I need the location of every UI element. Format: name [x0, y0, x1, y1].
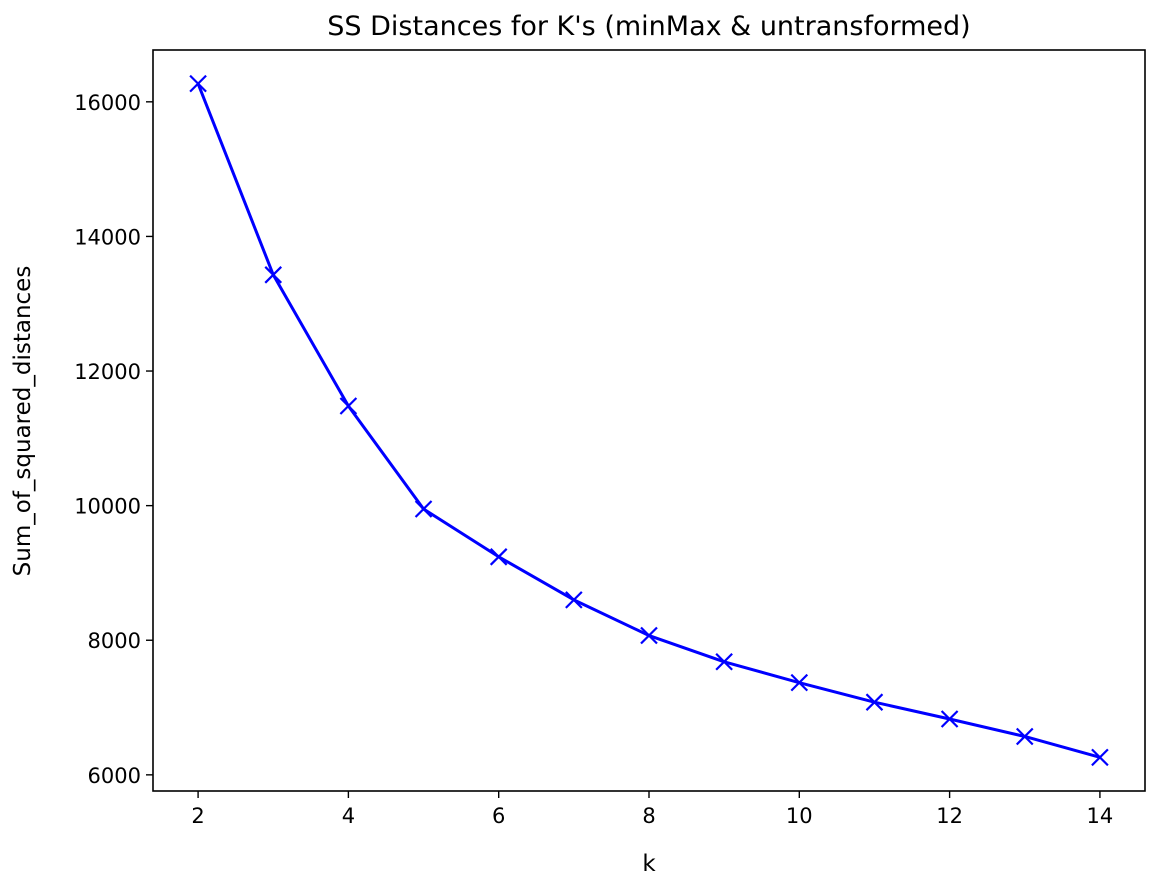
y-tick-label: 16000	[74, 91, 141, 115]
data-point-marker	[790, 673, 809, 692]
chart-title: SS Distances for K's (minMax & untransfo…	[327, 11, 970, 42]
x-tick-label: 8	[642, 804, 655, 828]
data-point-marker	[1015, 727, 1034, 746]
data-point-marker	[264, 266, 283, 284]
x-tick-label: 10	[786, 804, 813, 828]
data-point-marker	[489, 548, 508, 566]
data-point-marker	[640, 626, 658, 645]
y-axis-label: Sum_of_squared_distances	[10, 266, 36, 577]
data-point-marker	[565, 591, 583, 609]
data-point-marker	[715, 653, 733, 671]
y-tick-label: 10000	[74, 495, 141, 519]
data-point-marker	[940, 710, 959, 728]
data-point-marker	[339, 397, 358, 415]
axes-frame	[152, 49, 1146, 792]
y-tick-label: 12000	[74, 360, 141, 384]
x-tick-label: 14	[1087, 804, 1114, 828]
x-axis-label: k	[642, 851, 656, 877]
data-point-marker	[865, 693, 884, 711]
plot-area: 2 4 6 8 10 12 14 6000 8000 10000 12000 14000 16000	[74, 49, 1146, 828]
series-line	[196, 83, 1101, 759]
data-point-marker	[414, 500, 433, 518]
data-point-marker	[1091, 748, 1109, 767]
y-tick-label: 14000	[74, 225, 141, 249]
x-tick-label: 2	[191, 804, 204, 828]
y-tick-label: 8000	[88, 629, 141, 653]
x-tick-label: 12	[936, 804, 963, 828]
x-tick-label: 4	[342, 804, 355, 828]
x-tick-label: 6	[492, 804, 505, 828]
data-point-marker	[189, 74, 207, 93]
y-tick-label: 6000	[88, 764, 141, 788]
